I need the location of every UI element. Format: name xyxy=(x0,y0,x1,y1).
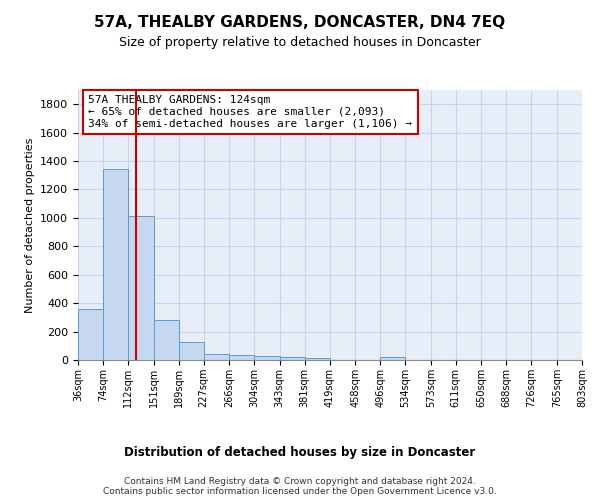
Text: 57A THEALBY GARDENS: 124sqm
← 65% of detached houses are smaller (2,093)
34% of : 57A THEALBY GARDENS: 124sqm ← 65% of det… xyxy=(88,96,412,128)
Text: 57A, THEALBY GARDENS, DONCASTER, DN4 7EQ: 57A, THEALBY GARDENS, DONCASTER, DN4 7EQ xyxy=(94,15,506,30)
Bar xyxy=(380,357,405,360)
Bar xyxy=(229,355,254,360)
Y-axis label: Number of detached properties: Number of detached properties xyxy=(25,138,35,312)
Bar xyxy=(154,320,179,360)
Bar xyxy=(128,216,154,360)
Bar xyxy=(78,309,103,360)
Text: Size of property relative to detached houses in Doncaster: Size of property relative to detached ho… xyxy=(119,36,481,49)
Bar xyxy=(179,342,203,360)
Bar xyxy=(305,358,329,360)
Text: Distribution of detached houses by size in Doncaster: Distribution of detached houses by size … xyxy=(124,446,476,459)
Bar xyxy=(254,356,280,360)
Text: Contains HM Land Registry data © Crown copyright and database right 2024.: Contains HM Land Registry data © Crown c… xyxy=(124,476,476,486)
Bar xyxy=(280,357,305,360)
Text: Contains public sector information licensed under the Open Government Licence v3: Contains public sector information licen… xyxy=(103,488,497,496)
Bar xyxy=(203,354,229,360)
Bar xyxy=(103,169,128,360)
